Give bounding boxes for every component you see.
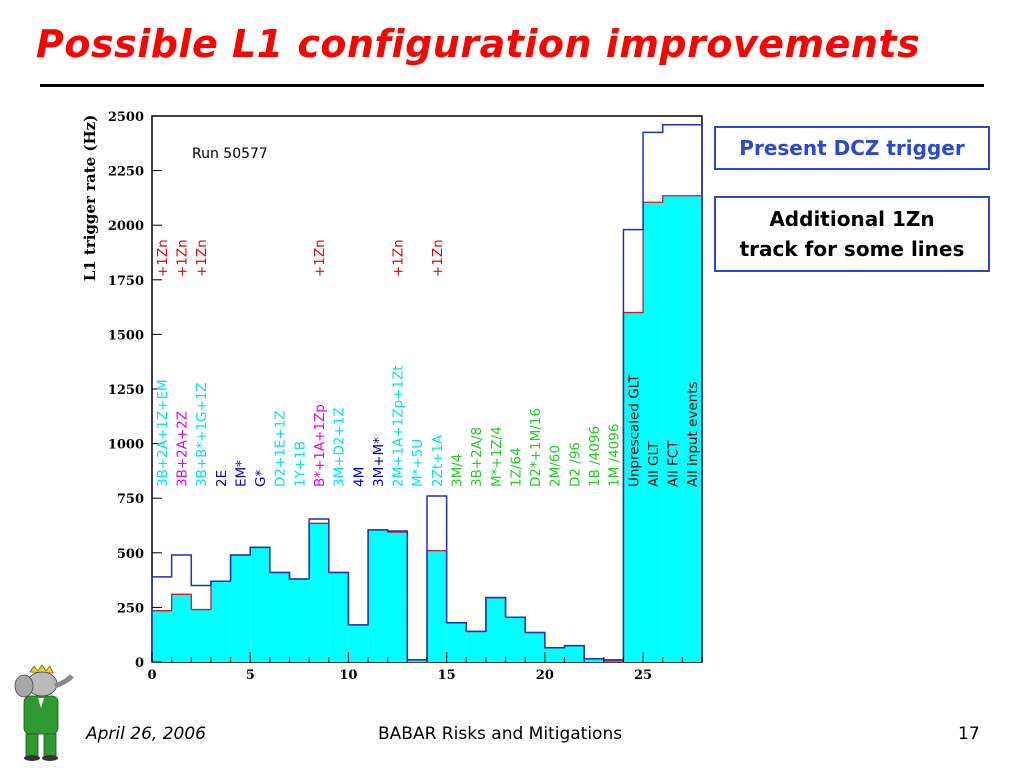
bin-label-2: 3B+B*+1G+1Z	[194, 382, 210, 487]
bar-filled-1	[171, 594, 192, 662]
footer-date: April 26, 2006	[86, 724, 206, 744]
bar-filled-25	[643, 202, 663, 662]
run-annotation: Run 50577	[192, 146, 268, 162]
x-tick-label-25: 25	[634, 668, 652, 683]
y-tick-label-250: 250	[117, 601, 144, 616]
bin-label-8: B*+1A+1Zp	[312, 404, 328, 487]
bin-label-26: All FCT	[666, 440, 682, 487]
bin-label-23: 1M /4096	[607, 424, 623, 487]
bar-filled-9	[328, 572, 349, 662]
legend-additional-line1: Additional 1Zn	[769, 207, 935, 231]
bin-label-10: 4M	[351, 467, 367, 487]
bin-label-16: 3B+2A/8	[469, 427, 485, 487]
bin-label-11: 3M+M*	[371, 437, 387, 487]
bar-filled-21	[564, 645, 585, 662]
bin-label-12: 2M+1A+1Zp+1Zt	[391, 365, 407, 487]
x-tick-label-20: 20	[536, 668, 554, 683]
footer-title: BABAR Risks and Mitigations	[378, 724, 623, 744]
bin-label-18: 1Z/64	[508, 447, 524, 487]
bin-label-22: 1B /4096	[587, 426, 603, 487]
zn-label-14: +1Zn	[430, 239, 446, 277]
bin-label-6: D2+1E+1Z	[273, 410, 289, 487]
bin-label-27: All input events	[685, 381, 701, 487]
bin-label-7: 1Y+1B	[292, 441, 308, 487]
y-tick-label-1000: 1000	[108, 438, 144, 453]
y-tick-label-500: 500	[117, 547, 144, 562]
bar-filled-0	[152, 610, 172, 662]
bin-label-25: All GLT	[646, 441, 662, 487]
bar-filled-18	[505, 617, 526, 662]
y-tick-label-0: 0	[135, 656, 144, 671]
filled-series	[152, 195, 702, 662]
bar-filled-16	[466, 631, 486, 662]
bar-filled-19	[525, 632, 545, 662]
legend-present-dcz: Present DCZ trigger	[714, 126, 990, 170]
zn-label-1: +1Zn	[174, 239, 190, 277]
bin-label-9: 3M+D2+1Z	[332, 407, 348, 487]
bar-filled-17	[485, 597, 506, 662]
bar-filled-10	[348, 624, 369, 662]
babar-elephant-logo	[14, 664, 74, 761]
legend-additional-1zn: Additional 1Zn track for some lines	[714, 196, 990, 272]
bar-filled-20	[544, 647, 565, 662]
zn-label-12: +1Zn	[391, 239, 407, 277]
bar-filled-13	[407, 659, 427, 662]
y-tick-label-1250: 1250	[108, 383, 144, 398]
bin-label-20: 2M/60	[548, 445, 564, 487]
bin-label-1: 3B+2A+2Z	[174, 411, 190, 487]
bar-filled-15	[446, 622, 467, 662]
bin-labels: 3B+2A+1Z+EM 3B+2A+2Z 3B+B*+1G+1Z 2E EM* G* D2+…	[155, 239, 701, 487]
bar-filled-2	[191, 609, 211, 662]
zn-label-0: +1Zn	[155, 239, 171, 277]
title-underline	[40, 84, 984, 87]
y-tick-label-2000: 2000	[108, 219, 144, 234]
bin-label-4: EM*	[233, 460, 249, 487]
y-tick-label-2250: 2250	[108, 165, 144, 180]
x-tick-label-5: 5	[246, 668, 255, 683]
y-tick-label-2500: 2500	[108, 110, 144, 125]
bar-filled-5	[250, 547, 270, 662]
bar-filled-3	[210, 581, 231, 662]
legend-present-dcz-label: Present DCZ trigger	[739, 136, 965, 160]
bin-label-15: 3M/4	[449, 454, 465, 487]
bin-label-3: 2E	[214, 470, 230, 487]
bar-filled-22	[584, 658, 604, 662]
x-tick-label-15: 15	[438, 668, 456, 683]
bar-filled-24	[623, 312, 644, 662]
bin-label-19: D2*+1M/16	[528, 408, 544, 487]
bar-filled-4	[230, 554, 251, 662]
axes: 0 250 500 750 1000 1250 1500 1750 2000 2250 2500 0 5…	[108, 110, 703, 683]
bin-label-17: M*+1Z/4	[489, 426, 505, 487]
bar-filled-27	[682, 195, 702, 662]
bar-filled-8	[309, 523, 329, 662]
x-tick-label-0: 0	[147, 668, 156, 683]
bar-filled-14	[427, 550, 447, 662]
bar-filled-6	[269, 572, 290, 662]
bin-label-5: G*	[253, 470, 269, 487]
zn-label-2: +1Zn	[194, 239, 210, 277]
y-tick-label-750: 750	[117, 492, 144, 507]
bin-label-13: M*+5U	[410, 439, 426, 487]
x-tick-label-10: 10	[339, 668, 357, 683]
bar-filled-11	[368, 529, 388, 662]
bin-label-21: D2 /96	[567, 442, 583, 487]
slide-title: Possible L1 configuration improvements	[36, 22, 921, 66]
bin-label-14: 2Zt+1A	[430, 434, 446, 487]
bar-filled-26	[662, 195, 683, 662]
footer-page-number: 17	[958, 724, 980, 744]
y-tick-label-1500: 1500	[108, 328, 144, 343]
y-axis-label: L1 trigger rate (Hz)	[81, 115, 99, 282]
y-tick-label-1750: 1750	[108, 274, 144, 289]
zn-label-8: +1Zn	[312, 239, 328, 277]
bar-filled-7	[289, 579, 310, 662]
legend-additional-line2: track for some lines	[739, 237, 965, 261]
bin-label-24: Unprescaled GLT	[626, 374, 642, 487]
bar-filled-12	[387, 532, 408, 662]
bin-label-0: 3B+2A+1Z+EM	[155, 379, 171, 487]
